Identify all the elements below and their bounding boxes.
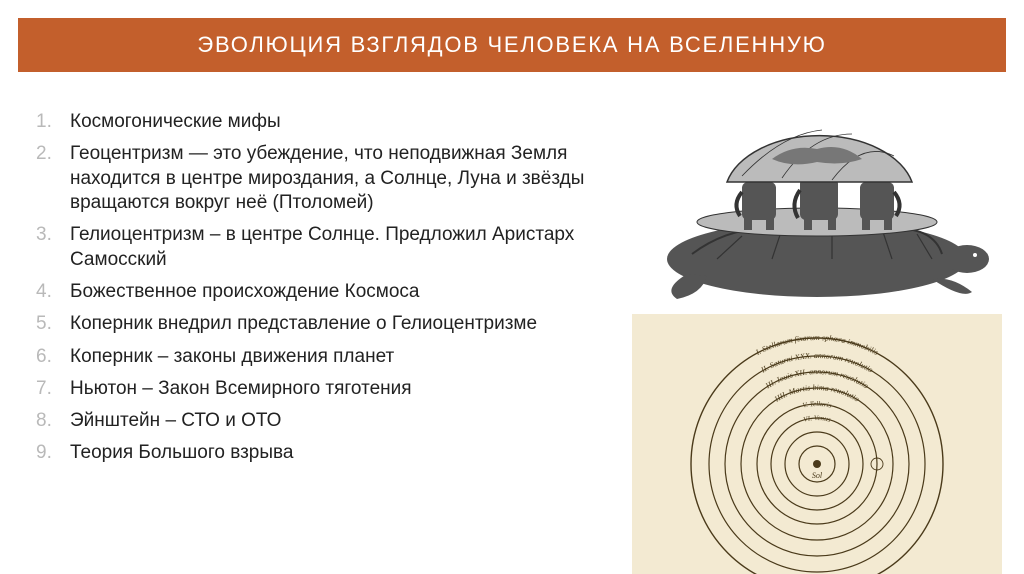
list-item: Гелиоцентризм – в центре Солнце. Предлож… xyxy=(36,223,596,272)
copernicus-svg: Sol I. Stellarum fixarum sphæra immobili… xyxy=(632,314,1002,574)
list-item: Ньютон – Закон Всемирного тяготения xyxy=(36,377,596,401)
copernicus-diagram: Sol I. Stellarum fixarum sphæra immobili… xyxy=(632,314,1002,574)
turtle-svg xyxy=(632,104,1002,304)
list-ol: Космогонические мифы Геоцентризм — это у… xyxy=(36,110,596,466)
list-item: Коперник внедрил представление о Гелиоце… xyxy=(36,312,596,336)
slide-body: Космогонические мифы Геоцентризм — это у… xyxy=(0,104,1024,574)
numbered-list: Космогонические мифы Геоцентризм — это у… xyxy=(36,110,596,474)
list-item: Космогонические мифы xyxy=(36,110,596,134)
world-turtle-illustration xyxy=(632,104,1002,304)
slide-title: ЭВОЛЮЦИЯ ВЗГЛЯДОВ ЧЕЛОВЕКА НА ВСЕЛЕННУЮ xyxy=(18,18,1006,72)
center-label: Sol xyxy=(812,471,823,480)
list-item: Божественное происхождение Космоса xyxy=(36,280,596,304)
list-item: Коперник – законы движения планет xyxy=(36,345,596,369)
list-item: Теория Большого взрыва xyxy=(36,441,596,465)
list-item: Геоцентризм — это убеждение, что неподви… xyxy=(36,142,596,215)
list-item: Эйнштейн – СТО и ОТО xyxy=(36,409,596,433)
slide: ЭВОЛЮЦИЯ ВЗГЛЯДОВ ЧЕЛОВЕКА НА ВСЕЛЕННУЮ … xyxy=(0,18,1024,574)
